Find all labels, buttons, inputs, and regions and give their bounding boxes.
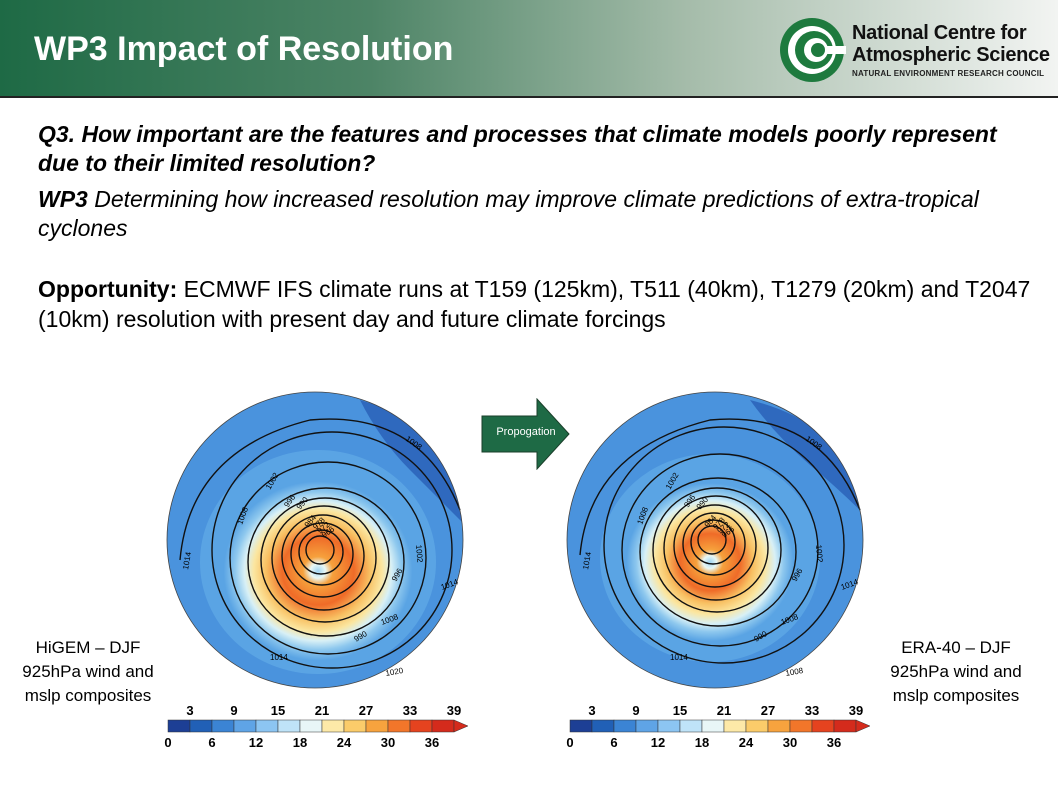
logo-subtext: NATURAL ENVIRONMENT RESEARCH COUNCIL [852, 69, 1045, 78]
colorbar-tick-label: 27 [359, 703, 373, 718]
colorbar-segment [657, 719, 681, 733]
colorbar-tick-label: 6 [208, 735, 215, 750]
colorbar-tick-label: 33 [403, 703, 417, 718]
colorbar-tick-label: 0 [566, 735, 573, 750]
colorbar-tick-label: 9 [632, 703, 639, 718]
colorbar-tick-label: 36 [425, 735, 439, 750]
colorbar-segment [365, 719, 389, 733]
isobar-label: 1002 [414, 544, 425, 563]
era40-caption: ERA-40 – DJF 925hPa wind and mslp compos… [890, 638, 1022, 705]
higem-caption: HiGEM – DJF 925hPa wind and mslp composi… [22, 638, 154, 705]
opportunity-label: Opportunity: [38, 276, 178, 302]
colorbar-tick-label: 15 [271, 703, 285, 718]
colorbar-tick-label: 15 [673, 703, 687, 718]
colorbar-arrow-icon [855, 719, 871, 733]
colorbar-tick-label: 3 [588, 703, 595, 718]
colorbar-segment [387, 719, 411, 733]
colorbar-tick-label: 21 [315, 703, 329, 718]
colorbar-tick-label: 36 [827, 735, 841, 750]
colorbar-segment [211, 719, 235, 733]
colorbar-segment [167, 719, 191, 733]
colorbar-segment [299, 719, 323, 733]
colorbar-segment [321, 719, 345, 733]
colorbar-tick-label: 39 [849, 703, 863, 718]
colorbar-segment [635, 719, 659, 733]
colorbar-segment [613, 719, 637, 733]
isobar-label: 1020 [385, 666, 405, 678]
isobar-label: 1014 [181, 551, 193, 571]
colorbar-segment [679, 719, 703, 733]
colorbar-segment [811, 719, 835, 733]
colorbar-segment [277, 719, 301, 733]
wp3-description: Determining how increased resolution may… [38, 186, 979, 241]
title-bar: WP3 Impact of Resolution National Centre… [0, 0, 1058, 98]
colorbar-segment [409, 719, 433, 733]
colorbar-segment [767, 719, 791, 733]
colorbar-tick-label: 30 [783, 735, 797, 750]
colorbar-tick-label: 3 [186, 703, 193, 718]
colorbar-segment [833, 719, 857, 733]
colorbar-arrow-icon [453, 719, 469, 733]
isobar-label: 1008 [785, 666, 805, 678]
colorbar-tick-label: 27 [761, 703, 775, 718]
colorbar-segment [569, 719, 593, 733]
ncas-logo: National Centre for Atmospheric Science … [778, 16, 1058, 88]
colorbar-tick-label: 18 [695, 735, 709, 750]
question-text: Q3. How important are the features and p… [38, 121, 997, 176]
colorbar-segment [343, 719, 367, 733]
propagation-arrow-icon [481, 398, 570, 470]
colorbar-tick-label: 21 [717, 703, 731, 718]
work-package-text: WP3 Determining how increased resolution… [38, 185, 1038, 243]
colorbar-segment [745, 719, 769, 733]
colorbar-tick-label: 33 [805, 703, 819, 718]
propagation-label: Propogation [496, 426, 556, 438]
colorbar-tick-label: 30 [381, 735, 395, 750]
colorbar-segment [789, 719, 813, 733]
wind-speed-colorbar-left: 3 9 15 21 27 33 390 6 12 18 24 30 36 [164, 703, 469, 750]
colorbar-segment [723, 719, 747, 733]
isobar-label: 1014 [270, 653, 288, 662]
colorbar-tick-label: 0 [164, 735, 171, 750]
colorbar-segment [255, 719, 279, 733]
ncas-swirl-icon [780, 18, 846, 82]
colorbar-tick-label: 9 [230, 703, 237, 718]
colorbar-tick-label: 18 [293, 735, 307, 750]
era40-composite-map: 1014100810029969909849789729661008100299… [566, 391, 864, 689]
opportunity-description: ECMWF IFS climate runs at T159 (125km), … [38, 276, 1031, 332]
colorbar-tick-label: 24 [739, 735, 754, 750]
colorbar-segment [701, 719, 725, 733]
colorbar-segment [189, 719, 213, 733]
colorbar-tick-label: 12 [651, 735, 665, 750]
logo-text-line2: Atmospheric Science [852, 44, 1050, 66]
colorbar-tick-label: 39 [447, 703, 461, 718]
opportunity-text: Opportunity: ECMWF IFS climate runs at T… [38, 274, 1048, 334]
isobar-label: 1002 [814, 544, 825, 563]
logo-text-line1: National Centre for [852, 22, 1027, 44]
wind-speed-colorbar-right: 3 9 15 21 27 33 390 6 12 18 24 30 36 [566, 703, 871, 750]
isobar-label: 1014 [581, 551, 593, 571]
higem-composite-map: 1014100810029969909849789729661008100299… [166, 391, 464, 689]
wp3-label: WP3 [38, 186, 88, 212]
colorbar-segment [233, 719, 257, 733]
colorbar-segment [591, 719, 615, 733]
colorbar-tick-label: 6 [610, 735, 617, 750]
colorbar-tick-label: 24 [337, 735, 352, 750]
colorbar-segment [431, 719, 455, 733]
colorbar-tick-label: 12 [249, 735, 263, 750]
isobar-label: 1014 [670, 653, 688, 662]
slide-title: WP3 Impact of Resolution [34, 30, 454, 68]
